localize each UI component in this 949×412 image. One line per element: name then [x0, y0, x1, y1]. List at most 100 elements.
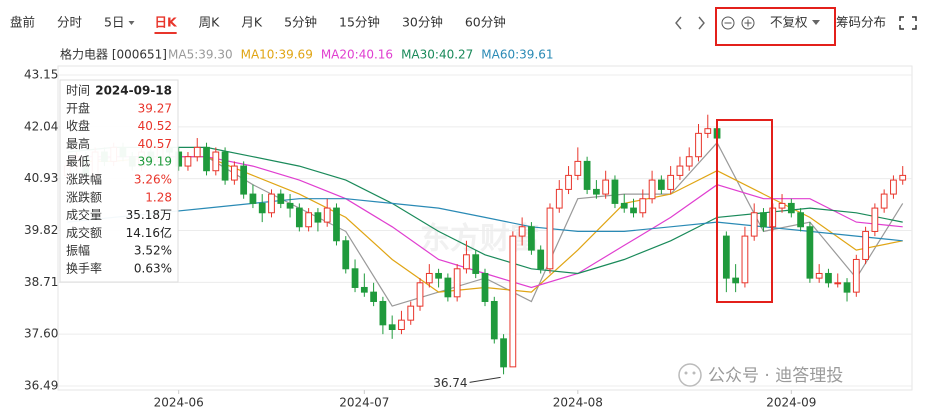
candle-body [732, 277, 740, 284]
zoom-in[interactable] [741, 16, 755, 30]
y-tick-label: 42.04 [24, 119, 58, 133]
tooltip-value: 14.16亿 [126, 225, 172, 240]
candle-body [685, 156, 693, 167]
candle-body [630, 207, 637, 214]
candle-body [407, 305, 415, 321]
candle-body [212, 151, 220, 172]
tooltip-value: 3.52% [134, 244, 172, 258]
candle-body [500, 338, 507, 368]
fullscreen[interactable] [899, 16, 917, 30]
tooltip-label: 涨跌幅 [66, 172, 102, 187]
candle-body [528, 226, 535, 251]
low-arrow [469, 376, 501, 383]
candle-body [834, 282, 842, 285]
candle-body [620, 202, 628, 209]
candle-body [444, 277, 452, 298]
period-tab[interactable]: 15分钟 [339, 15, 380, 30]
period-tab[interactable]: 30分钟 [402, 15, 443, 30]
candle-body [360, 286, 368, 293]
tab-caret [128, 21, 135, 25]
y-tick-label: 40.93 [24, 171, 58, 185]
candle-body [323, 207, 331, 223]
candle-body [351, 268, 359, 288]
legend-entry: MA60:39.61 [481, 48, 553, 62]
tooltip-value: 2024-09-18 [95, 84, 172, 98]
tooltip: 时间 2024-09-18 开盘 39.27 收盘 40.52 最高 40.57 最低 39.19… [59, 79, 179, 283]
period-tab[interactable]: 月K [241, 15, 263, 30]
candle-body [787, 202, 795, 214]
tooltip-value: 39.27 [138, 101, 172, 115]
chips-button[interactable]: 筹码分布 [836, 15, 886, 30]
tooltip-value: 40.52 [138, 119, 172, 133]
candle-body [880, 193, 888, 209]
tooltip-label: 振幅 [66, 243, 90, 258]
period-tab[interactable]: 周K [199, 15, 221, 30]
candle-body [862, 230, 869, 260]
candle-body [583, 160, 591, 190]
tooltip-label: 换手率 [66, 261, 102, 276]
y-tick-label: 43.15 [24, 68, 58, 82]
tooltip-value: 3.26% [134, 173, 172, 187]
candle-body [453, 268, 461, 298]
legend-entry: MA30:40.27 [401, 48, 473, 62]
footer-text: 公众号 · 迪答理投 [708, 366, 843, 386]
period-tabs: 盘前 分时 5日 日K 周K 月K 5分钟 15分钟 30分钟 60分钟 [10, 15, 506, 34]
x-tick-label: 2024-08 [553, 396, 603, 410]
candle-body [574, 160, 582, 176]
candle-body [676, 165, 684, 176]
period-tab[interactable]: 5日 [104, 15, 124, 30]
candle-body [268, 193, 275, 214]
tooltip-value: 40.57 [138, 137, 172, 151]
y-tick-label: 39.82 [24, 223, 58, 237]
tooltip-label: 成交额 [66, 225, 102, 240]
candle-body [463, 254, 470, 270]
candle-body [342, 240, 350, 270]
period-tab[interactable]: 分时 [57, 15, 83, 30]
candle-body [657, 179, 665, 190]
candle-body [760, 212, 767, 228]
candle-body [722, 235, 730, 279]
tooltip-value: 0.63% [134, 262, 172, 276]
candle-body [555, 188, 563, 209]
candle-body [481, 272, 489, 302]
candle-body [602, 179, 610, 195]
candle-body [778, 202, 786, 209]
candle-body [852, 258, 860, 293]
period-tab[interactable]: 日K [154, 15, 178, 30]
candle-body [435, 272, 442, 279]
candle-body [704, 128, 712, 134]
candle-body [240, 165, 248, 195]
tooltip-label: 涨跌额 [66, 189, 102, 204]
candle-body [425, 272, 433, 284]
candle-body [295, 207, 303, 228]
candle-body [741, 235, 749, 284]
candle-body [518, 226, 526, 237]
candle-body [203, 146, 210, 172]
candle-body [221, 151, 229, 181]
candle-body [184, 156, 192, 167]
candle-body [379, 300, 387, 326]
candle-body [314, 212, 322, 223]
stock-name: 格力电器 [000651] [60, 47, 167, 62]
candle-body [230, 165, 238, 181]
adjust-select[interactable]: 不复权 [770, 15, 808, 30]
nav-prev[interactable] [675, 16, 682, 30]
candle-body [593, 188, 600, 195]
y-tick-label: 36.49 [24, 379, 58, 393]
x-tick-label: 2024-07 [339, 396, 389, 410]
plot-frame [57, 65, 913, 391]
period-tab[interactable]: 60分钟 [465, 15, 506, 30]
legend-entry: MA20:40.16 [321, 48, 393, 62]
period-tab[interactable]: 盘前 [10, 15, 35, 30]
period-tab[interactable]: 5分钟 [284, 15, 317, 30]
adjust-caret[interactable] [812, 20, 820, 25]
tooltip-label: 时间 [66, 84, 90, 98]
candle-body [899, 174, 907, 181]
y-tick-label: 38.71 [24, 275, 58, 289]
tooltip-label: 成交量 [66, 207, 102, 222]
tooltip-value: 1.28 [145, 190, 172, 204]
zoom-out[interactable] [721, 16, 735, 30]
legend-entry: MA10:39.69 [241, 48, 313, 62]
gap-highlight [716, 119, 773, 303]
nav-next[interactable] [698, 16, 705, 30]
